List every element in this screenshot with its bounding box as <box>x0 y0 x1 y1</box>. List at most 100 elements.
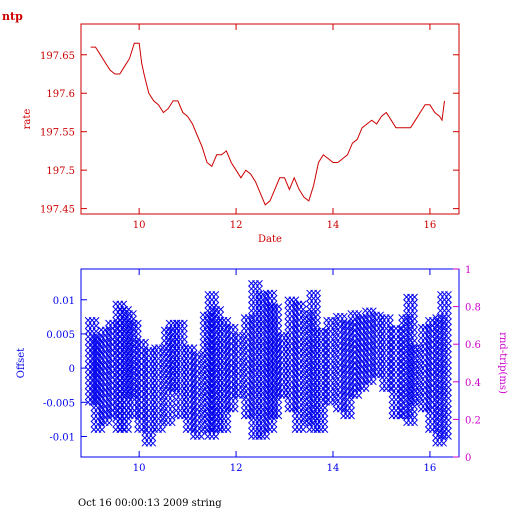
offset-marker <box>396 374 404 382</box>
offset-marker <box>217 360 225 368</box>
offset-marker <box>275 412 283 420</box>
offset-marker <box>256 323 263 331</box>
offset-marker-column <box>403 293 418 427</box>
offset-marker <box>256 318 263 325</box>
offset-marker <box>190 344 198 351</box>
offset-marker <box>92 382 100 390</box>
offset-marker <box>256 356 263 364</box>
offset-marker <box>411 326 418 334</box>
offset-marker <box>217 426 225 434</box>
offset-marker <box>321 382 329 390</box>
offset-marker <box>173 319 181 327</box>
offset-marker <box>180 319 188 327</box>
offset-marker <box>92 333 100 341</box>
offset-marker <box>130 310 137 317</box>
offset-marker <box>92 371 100 379</box>
offset-marker <box>314 300 321 308</box>
offset-marker <box>314 377 321 384</box>
offset-markers <box>84 280 452 447</box>
offset-marker <box>231 400 239 408</box>
rtt-y2-tick-label: 0 <box>465 453 471 464</box>
offset-marker <box>321 377 329 384</box>
offset-marker <box>217 398 225 406</box>
offset-marker <box>445 405 452 413</box>
offset-marker <box>92 316 100 324</box>
offset-marker <box>256 383 263 391</box>
offset-marker <box>396 363 404 371</box>
offset-marker <box>125 426 132 434</box>
offset-marker <box>445 356 452 364</box>
offset-x-ticks: 10 12 14 16 <box>133 269 436 474</box>
offset-marker <box>396 390 404 398</box>
offset-marker <box>321 338 329 346</box>
offset-marker <box>314 316 321 324</box>
offset-marker <box>270 289 278 297</box>
rate-x-ticks: 10 12 14 16 <box>133 24 436 231</box>
offset-marker <box>217 338 225 346</box>
offset-marker <box>411 408 418 416</box>
offset-marker <box>168 419 176 427</box>
offset-marker-column <box>437 290 452 440</box>
offset-marker-column <box>248 280 263 440</box>
offset-marker <box>231 405 239 413</box>
offset-marker <box>396 385 404 392</box>
offset-x-tick-label: 12 <box>230 463 243 474</box>
offset-marker <box>396 357 404 365</box>
offset-marker <box>321 360 329 368</box>
offset-marker <box>217 409 225 417</box>
rate-chart: ntp 10 12 14 16 197.45 197.5 197.55 197.6 197.6… <box>2 10 460 245</box>
offset-marker-column <box>274 331 290 399</box>
offset-marker-column <box>388 325 404 420</box>
offset-marker <box>256 416 263 424</box>
offset-marker <box>270 426 278 434</box>
offset-marker <box>149 439 157 447</box>
offset-marker <box>445 378 452 386</box>
offset-marker <box>321 333 329 341</box>
offset-marker <box>386 319 394 327</box>
offset-marker <box>217 366 225 373</box>
offset-marker <box>92 338 100 346</box>
rate-y-ticks: 197.45 197.5 197.55 197.6 197.65 <box>40 51 459 216</box>
offset-marker <box>321 327 329 335</box>
offset-marker <box>321 355 329 362</box>
offset-marker <box>321 366 329 373</box>
offset-marker <box>212 433 220 440</box>
offset-marker <box>386 363 394 371</box>
offset-marker <box>396 330 404 338</box>
offset-marker <box>134 330 142 338</box>
offset-marker <box>217 333 225 341</box>
offset-marker <box>386 330 394 338</box>
offset-marker <box>314 311 321 319</box>
offset-marker <box>168 413 176 421</box>
offset-marker <box>224 420 232 428</box>
offset-marker <box>256 362 263 369</box>
offset-marker <box>256 301 263 309</box>
offset-marker <box>275 303 283 310</box>
offset-marker <box>445 340 452 347</box>
offset-marker <box>224 426 232 434</box>
offset-marker <box>256 345 263 353</box>
offset-marker <box>256 334 263 342</box>
offset-y-tick-label: -0.01 <box>49 432 75 443</box>
offset-marker <box>445 307 452 315</box>
offset-marker <box>445 312 452 320</box>
offset-marker <box>445 416 452 424</box>
offset-marker <box>321 344 329 351</box>
offset-marker <box>120 420 128 428</box>
offset-marker <box>445 296 452 304</box>
offset-marker <box>314 426 321 434</box>
offset-marker <box>92 388 100 395</box>
offset-marker <box>256 372 263 380</box>
offset-marker <box>314 393 321 401</box>
offset-marker <box>149 434 157 442</box>
offset-marker <box>355 392 363 399</box>
offset-marker <box>180 330 188 338</box>
rate-y-tick-label: 197.55 <box>40 128 75 139</box>
offset-marker <box>212 290 220 298</box>
offset-marker <box>411 310 418 317</box>
offset-marker <box>445 334 452 342</box>
offset-marker <box>314 305 321 313</box>
offset-marker <box>134 319 142 327</box>
offset-marker <box>217 327 225 335</box>
